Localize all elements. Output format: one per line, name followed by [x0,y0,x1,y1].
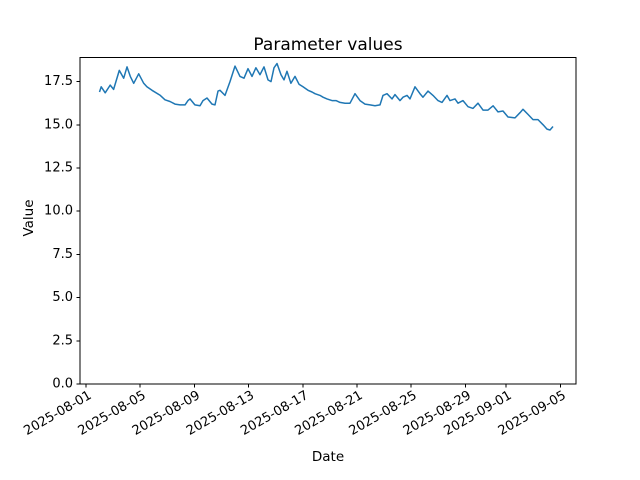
series-line [98,62,554,131]
y-tick-label: 12.5 [44,161,73,176]
y-tick-label: 5.0 [52,290,73,305]
y-tick-label: 0.0 [52,377,73,392]
y-tick-label: 15.0 [44,117,73,132]
y-tick-label: 2.5 [52,333,73,348]
chart-title: Parameter values [253,35,403,55]
y-axis-label: Value [21,199,37,237]
y-tick-label: 7.5 [52,247,73,262]
y-tick-label: 10.0 [44,204,73,219]
y-tick-label: 17.5 [44,74,73,89]
x-axis-label: Date [311,449,345,465]
plot-frame [79,57,577,385]
